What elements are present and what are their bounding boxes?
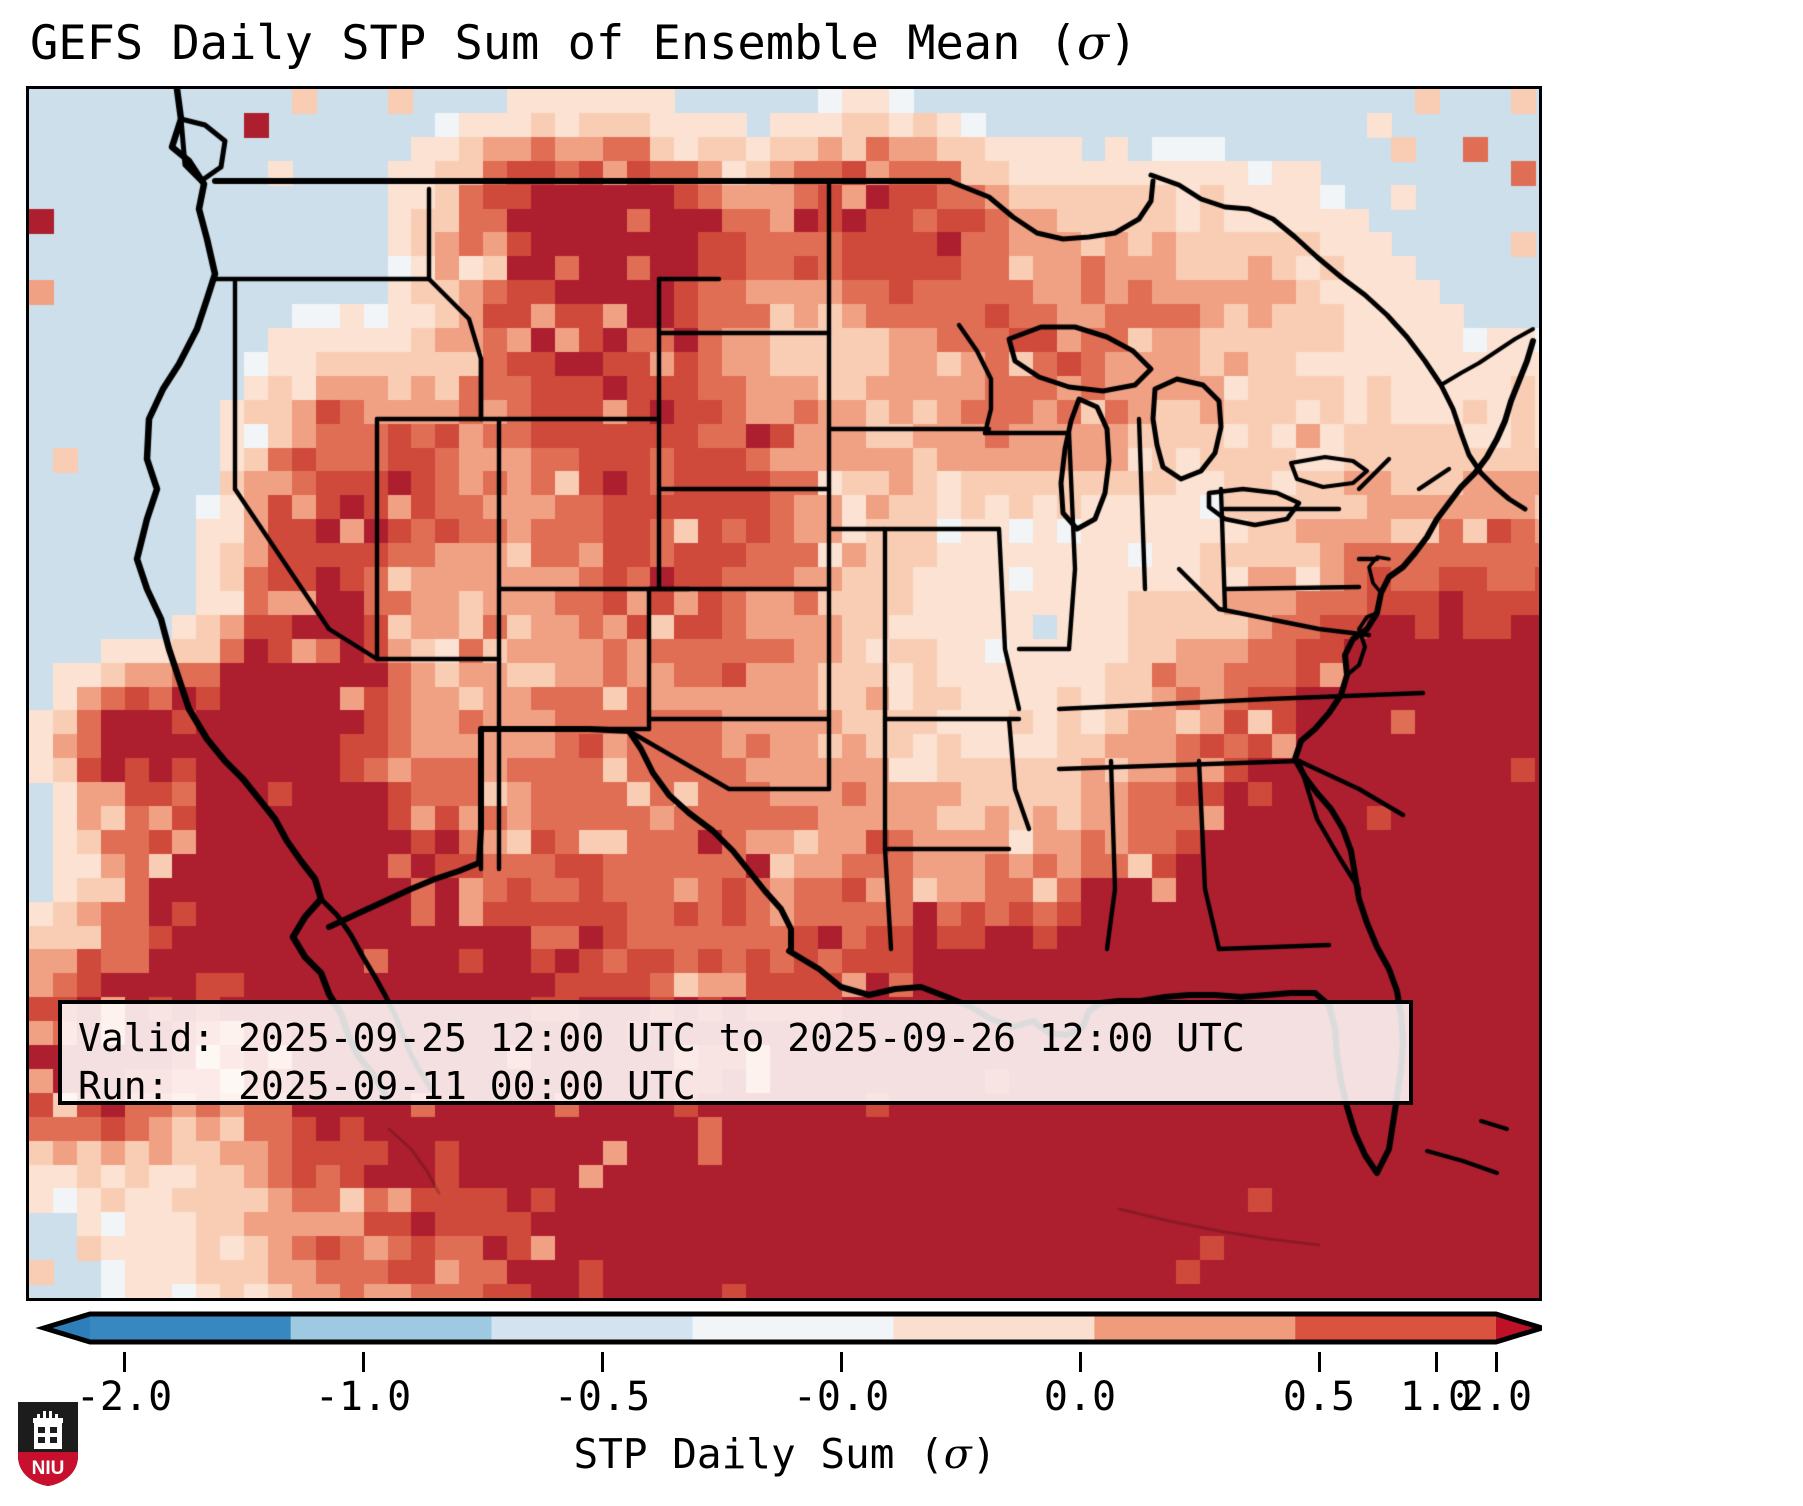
colorbar-svg <box>35 1311 1542 1345</box>
colorbar-tick-5 <box>1318 1352 1321 1372</box>
colorbar-tick-label-0: -2.0 <box>75 1374 173 1420</box>
sigma-symbol: σ <box>1076 16 1110 71</box>
colorbar-segment-4 <box>893 1314 1095 1342</box>
colorbar-segment-5 <box>1094 1314 1296 1342</box>
colorbar-segment-3 <box>692 1314 894 1342</box>
page-title-text: GEFS Daily STP Sum of Ensemble Mean ( <box>30 16 1077 71</box>
colorbar-segments <box>90 1314 1496 1342</box>
colorbar-segment-6 <box>1295 1314 1496 1342</box>
colorbar-segment-0 <box>90 1314 291 1342</box>
colorbar-tick-0 <box>123 1352 126 1372</box>
colorbar-tick-labels: -2.0 -1.0 -0.5 -0.0 0.0 0.5 1.0 2.0 <box>0 1372 1803 1424</box>
colorbar-axis-label-text: STP Daily Sum ( <box>573 1430 944 1478</box>
colorbar-under-arrow <box>44 1314 90 1342</box>
valid-time-line: Valid: 2025-09-25 12:00 UTC to 2025-09-2… <box>78 1016 1245 1060</box>
colorbar-axis-label: STP Daily Sum (σ) <box>0 1428 1570 1480</box>
colorbar-tick-label-5: 0.5 <box>1282 1374 1356 1420</box>
colorbar-over-arrow <box>1496 1314 1542 1342</box>
colorbar-tick-2 <box>601 1352 604 1372</box>
colorbar[interactable] <box>26 1310 1542 1356</box>
sigma-symbol-axis: σ <box>943 1430 972 1478</box>
run-time-line: Run: 2025-09-11 00:00 UTC <box>78 1064 696 1108</box>
colorbar-tick-3 <box>840 1352 843 1372</box>
page-title: GEFS Daily STP Sum of Ensemble Mean (σ) <box>30 14 1530 74</box>
colorbar-tick-7 <box>1495 1352 1498 1372</box>
colorbar-segment-1 <box>290 1314 492 1342</box>
colorbar-segment-2 <box>491 1314 693 1342</box>
colorbar-axis-label-tail: ) <box>971 1430 997 1478</box>
stp-heatmap-canvas <box>29 89 1539 1298</box>
colorbar-outline <box>35 1311 1542 1345</box>
colorbar-tick-4 <box>1079 1352 1082 1372</box>
niu-logo: NIU <box>18 1402 78 1486</box>
map-plot-area[interactable] <box>26 86 1542 1301</box>
colorbar-tick-label-1: -1.0 <box>314 1374 412 1420</box>
page-title-tail: ) <box>1109 16 1138 71</box>
colorbar-tick-1 <box>362 1352 365 1372</box>
colorbar-tick-label-7: 2.0 <box>1459 1374 1533 1420</box>
colorbar-tick-label-4: 0.0 <box>1043 1374 1117 1420</box>
colorbar-tick-label-6: 1.0 <box>1399 1374 1473 1420</box>
niu-logo-text: NIU <box>32 1458 65 1479</box>
colorbar-ticks <box>26 1352 1542 1372</box>
valid-run-info-box: Valid: 2025-09-25 12:00 UTC to 2025-09-2… <box>58 1000 1413 1108</box>
colorbar-tick-label-3: -0.0 <box>792 1374 890 1420</box>
colorbar-tick-6 <box>1435 1352 1438 1372</box>
colorbar-tick-label-2: -0.5 <box>553 1374 651 1420</box>
